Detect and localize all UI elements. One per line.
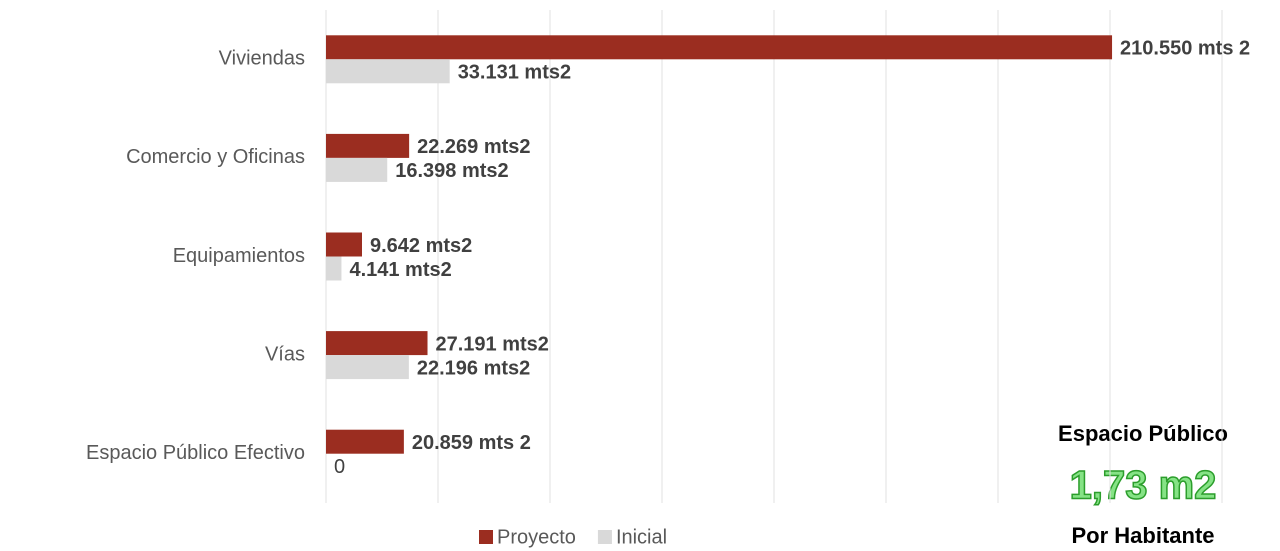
legend-swatch [479,530,493,544]
data-label: 9.642 mts2 [370,235,472,257]
bar [326,133,410,158]
data-label: 16.398 mts2 [395,160,508,182]
bar [326,429,404,454]
y-tick-label: Viviendas [219,48,305,70]
data-label: 210.550 mts 2 [1120,38,1250,60]
data-label: 4.141 mts2 [349,259,451,281]
annotation: Por Habitante [1071,523,1214,548]
data-label: 22.269 mts2 [417,136,530,158]
bar [326,157,388,182]
y-tick-label: Espacio Público Efectivo [86,442,305,464]
y-tick-label: Comercio y Oficinas [126,146,305,168]
bar [326,35,1113,60]
bar [326,331,428,356]
annotation: Espacio Público [1058,421,1228,446]
y-tick-label: Equipamientos [173,245,305,267]
legend-label: Proyecto [497,526,576,548]
data-label: 20.859 mts 2 [412,432,531,454]
bar [326,232,362,257]
data-label: 33.131 mts2 [458,62,571,84]
legend-label: Inicial [616,526,667,548]
data-label: 27.191 mts2 [436,333,549,355]
legend-swatch [597,530,612,544]
data-label: 22.196 mts2 [417,357,530,379]
bar [326,59,450,84]
y-tick-label: Vías [265,343,305,365]
bar [326,355,409,380]
annotation-value: 1,73 m2 [1070,464,1217,508]
bar [326,256,342,281]
data-label: 0 [334,456,345,478]
